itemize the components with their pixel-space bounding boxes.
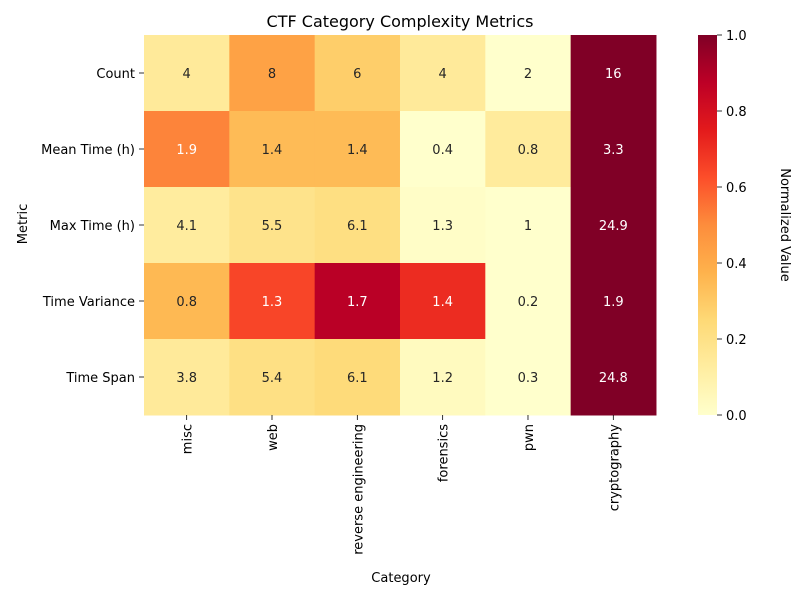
heatmap-cell <box>570 339 657 416</box>
column-label: misc <box>181 424 196 454</box>
heatmap-cell <box>399 339 486 416</box>
heatmap-cell <box>144 35 230 112</box>
column-label: reverse engineering <box>351 424 366 555</box>
cell-value-label: 6 <box>353 67 361 82</box>
heatmap-cell <box>485 35 572 112</box>
colorbar-tick-label: 0.6 <box>726 181 747 196</box>
colorbar <box>698 35 717 415</box>
heatmap-cell <box>314 35 401 112</box>
cell-value-label: 1.3 <box>262 295 283 310</box>
cell-value-label: 1.4 <box>347 143 368 158</box>
heatmap-cell <box>399 111 486 188</box>
colorbar-tick-label: 0.4 <box>726 257 747 272</box>
heatmap-cell <box>570 35 657 112</box>
column-label: cryptography <box>607 424 622 512</box>
cell-value-label: 0.3 <box>518 371 539 386</box>
cell-value-label: 3.8 <box>176 371 197 386</box>
cell-value-label: 1.4 <box>262 143 283 158</box>
heatmap-cell <box>399 263 486 340</box>
cell-value-label: 1.4 <box>432 295 453 310</box>
heatmap-cell <box>229 339 316 416</box>
row-labels: Count Mean Time (h) Max Time (h) Time Varia… <box>41 67 144 386</box>
cell-value-label: 0.8 <box>518 143 539 158</box>
cell-value-label: 24.8 <box>599 371 628 386</box>
cell-value-label: 4 <box>183 67 191 82</box>
cell-value-label: 0.4 <box>432 143 453 158</box>
x-axis-label: Category <box>371 571 431 586</box>
cell-value-label: 4 <box>439 67 447 82</box>
colorbar-ticks: 0.0 0.2 0.4 0.6 0.8 1.0 <box>717 29 747 424</box>
column-label: pwn <box>522 424 537 451</box>
heatmap-cell <box>399 35 486 112</box>
cell-value-label: 6.1 <box>347 219 368 234</box>
colorbar-label: Normalized Value <box>777 168 792 282</box>
cell-value-label: 1.9 <box>603 295 624 310</box>
heatmap-cell <box>144 111 230 188</box>
heatmap-cell <box>229 263 316 340</box>
cell-value-label: 5.5 <box>262 219 283 234</box>
column-label: web <box>266 424 281 451</box>
heatmap-cell <box>144 263 230 340</box>
colorbar-tick-label: 0.8 <box>726 105 747 120</box>
cell-value-label: 1.9 <box>176 143 197 158</box>
heatmap-cell <box>144 187 230 264</box>
cell-value-label: 5.4 <box>262 371 283 386</box>
heatmap-cell <box>570 263 657 340</box>
colorbar-tick-label: 1.0 <box>726 29 747 44</box>
chart-title: CTF Category Complexity Metrics <box>267 12 534 31</box>
column-label: forensics <box>437 424 452 482</box>
heatmap-cell <box>229 187 316 264</box>
heatmap-cell <box>314 187 401 264</box>
heatmap-cell <box>314 111 401 188</box>
row-label: Time Variance <box>42 295 135 310</box>
colorbar-tick-label: 0.2 <box>726 333 747 348</box>
heatmap-cell <box>570 187 657 264</box>
cell-value-label: 1.7 <box>347 295 368 310</box>
row-label: Max Time (h) <box>50 219 135 234</box>
heatmap-cells: 4 8 6 4 2 16 1.9 1.4 1.4 0.4 0.8 3.3 4.1 5.5 6.1 1.3 1 24… <box>144 35 657 416</box>
y-axis-label: Metric <box>16 204 31 244</box>
cell-value-label: 16 <box>605 67 622 82</box>
cell-value-label: 4.1 <box>176 219 197 234</box>
cell-value-label: 24.9 <box>599 219 628 234</box>
cell-value-label: 0.8 <box>176 295 197 310</box>
heatmap-cell <box>314 339 401 416</box>
heatmap-cell <box>570 111 657 188</box>
heatmap-cell <box>144 339 230 416</box>
heatmap-cell <box>399 187 486 264</box>
cell-value-label: 1 <box>524 219 532 234</box>
heatmap-cell <box>229 35 316 112</box>
column-labels: misc web reverse engineering forensics pwn cr… <box>181 415 622 555</box>
heatmap-cell <box>229 111 316 188</box>
cell-value-label: 2 <box>524 67 532 82</box>
cell-value-label: 1.3 <box>432 219 453 234</box>
heatmap-cell <box>485 339 572 416</box>
cell-value-label: 6.1 <box>347 371 368 386</box>
cell-value-label: 8 <box>268 67 276 82</box>
cell-value-label: 0.2 <box>518 295 539 310</box>
heatmap-cell <box>485 111 572 188</box>
row-label: Mean Time (h) <box>41 143 135 158</box>
row-label: Time Span <box>65 371 135 386</box>
cell-value-label: 3.3 <box>603 143 624 158</box>
heatmap-cell <box>485 263 572 340</box>
colorbar-tick-label: 0.0 <box>726 409 747 424</box>
cell-value-label: 1.2 <box>432 371 453 386</box>
row-label: Count <box>96 67 135 82</box>
heatmap-cell <box>485 187 572 264</box>
heatmap-cell <box>314 263 401 340</box>
